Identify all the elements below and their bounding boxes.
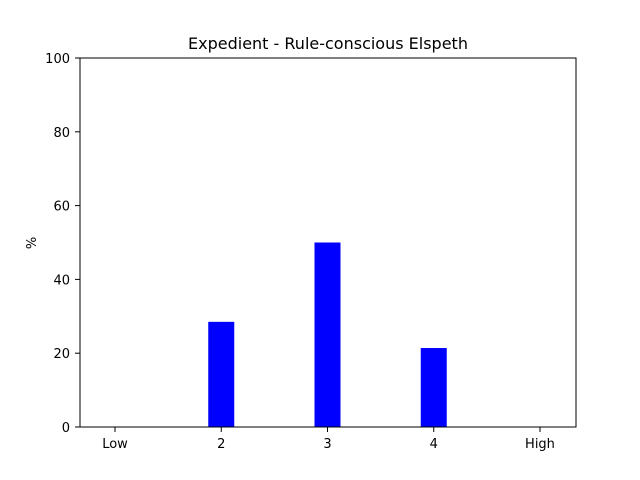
bar-4 bbox=[420, 348, 447, 427]
x-tick-label: High bbox=[525, 437, 555, 452]
chart-title: Expedient - Rule-conscious Elspeth bbox=[188, 34, 468, 53]
y-axis-label: % bbox=[25, 237, 40, 249]
bar-2 bbox=[208, 321, 235, 427]
y-tick-label: 60 bbox=[53, 200, 70, 215]
x-axis: Low 2 3 4 High bbox=[102, 427, 555, 452]
y-axis: 0 20 40 60 80 100 bbox=[45, 52, 80, 436]
bars bbox=[208, 242, 447, 427]
y-tick-label: 40 bbox=[53, 273, 70, 288]
x-tick-label: Low bbox=[102, 437, 128, 452]
x-tick-label: 3 bbox=[323, 437, 331, 452]
y-tick-label: 100 bbox=[45, 52, 70, 67]
y-tick-label: 80 bbox=[53, 126, 70, 141]
x-tick-label: 4 bbox=[430, 437, 438, 452]
bar-3 bbox=[314, 242, 341, 427]
y-tick-label: 0 bbox=[62, 421, 70, 436]
x-tick-label: 2 bbox=[217, 437, 225, 452]
y-tick-label: 20 bbox=[53, 347, 70, 362]
